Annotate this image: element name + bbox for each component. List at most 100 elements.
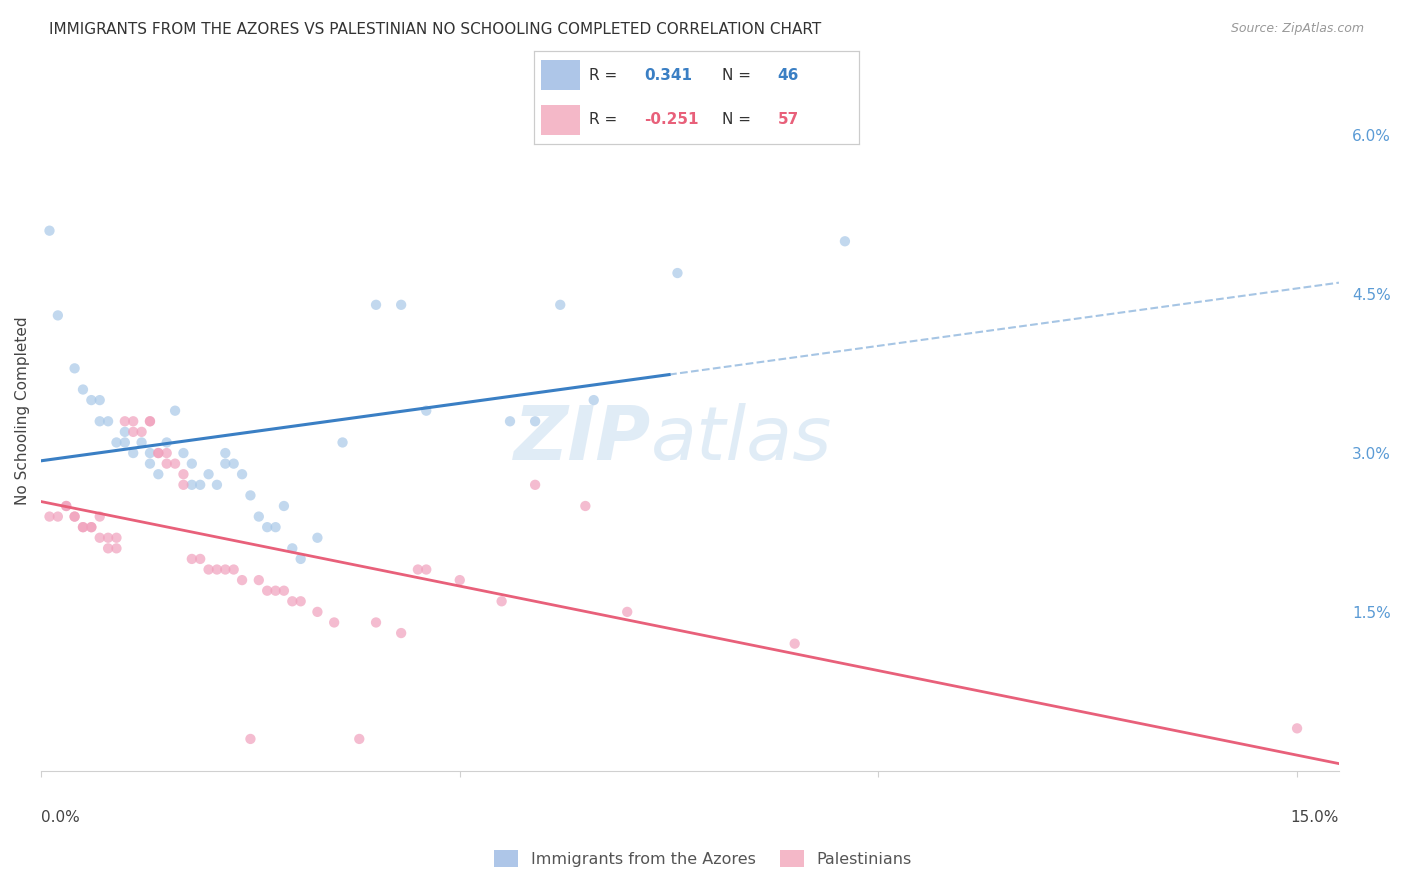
- Point: [332, 435, 354, 450]
- Point: [172, 446, 194, 460]
- Point: [307, 531, 329, 545]
- Point: [214, 562, 236, 576]
- Point: [148, 446, 170, 460]
- Point: [148, 446, 170, 460]
- Point: [105, 541, 128, 556]
- Point: [105, 531, 128, 545]
- Point: [323, 615, 346, 630]
- Point: [222, 562, 245, 576]
- Point: [205, 478, 228, 492]
- Point: [389, 626, 412, 640]
- Point: [156, 435, 179, 450]
- Point: [307, 605, 329, 619]
- Point: [139, 446, 162, 460]
- Point: [114, 425, 136, 439]
- Point: [89, 509, 111, 524]
- Point: [364, 615, 387, 630]
- Point: [616, 605, 638, 619]
- Point: [63, 509, 86, 524]
- Point: [574, 499, 596, 513]
- Point: [38, 224, 60, 238]
- Point: [122, 446, 145, 460]
- Point: [114, 435, 136, 450]
- Point: [46, 509, 69, 524]
- Text: atlas: atlas: [651, 403, 832, 475]
- Point: [131, 435, 153, 450]
- Point: [188, 552, 211, 566]
- Text: IMMIGRANTS FROM THE AZORES VS PALESTINIAN NO SCHOOLING COMPLETED CORRELATION CHA: IMMIGRANTS FROM THE AZORES VS PALESTINIA…: [49, 22, 821, 37]
- Point: [349, 731, 371, 746]
- Point: [247, 573, 270, 587]
- Point: [80, 393, 103, 408]
- Point: [524, 478, 547, 492]
- Text: 0.0%: 0.0%: [41, 810, 80, 825]
- Point: [197, 467, 219, 482]
- Y-axis label: No Schooling Completed: No Schooling Completed: [15, 317, 30, 505]
- Point: [582, 393, 605, 408]
- Point: [364, 298, 387, 312]
- Point: [122, 414, 145, 428]
- Point: [156, 457, 179, 471]
- Point: [89, 393, 111, 408]
- Point: [180, 457, 202, 471]
- Point: [80, 520, 103, 534]
- Point: [273, 499, 295, 513]
- Point: [239, 731, 262, 746]
- Point: [239, 488, 262, 502]
- Point: [114, 414, 136, 428]
- Point: [264, 520, 287, 534]
- Point: [89, 531, 111, 545]
- Point: [666, 266, 689, 280]
- Text: Source: ZipAtlas.com: Source: ZipAtlas.com: [1230, 22, 1364, 36]
- Point: [156, 446, 179, 460]
- Point: [783, 637, 806, 651]
- Point: [415, 403, 437, 417]
- Point: [499, 414, 522, 428]
- Point: [389, 298, 412, 312]
- Point: [188, 478, 211, 492]
- Point: [72, 520, 94, 534]
- Point: [80, 520, 103, 534]
- Point: [222, 457, 245, 471]
- Point: [165, 403, 187, 417]
- Point: [139, 457, 162, 471]
- Point: [139, 414, 162, 428]
- Point: [214, 446, 236, 460]
- Point: [290, 552, 312, 566]
- Point: [180, 478, 202, 492]
- Point: [491, 594, 513, 608]
- Point: [38, 509, 60, 524]
- Text: ZIP: ZIP: [513, 403, 651, 476]
- Point: [55, 499, 77, 513]
- Point: [231, 467, 253, 482]
- Point: [97, 541, 120, 556]
- Point: [46, 309, 69, 323]
- Text: 15.0%: 15.0%: [1291, 810, 1339, 825]
- Point: [97, 531, 120, 545]
- Point: [63, 509, 86, 524]
- Point: [172, 467, 194, 482]
- Point: [89, 414, 111, 428]
- Point: [256, 520, 278, 534]
- Point: [281, 541, 304, 556]
- Point: [290, 594, 312, 608]
- Legend: Immigrants from the Azores, Palestinians: Immigrants from the Azores, Palestinians: [488, 844, 918, 873]
- Point: [1286, 722, 1309, 736]
- Point: [122, 425, 145, 439]
- Point: [180, 552, 202, 566]
- Point: [524, 414, 547, 428]
- Point: [281, 594, 304, 608]
- Point: [449, 573, 471, 587]
- Point: [105, 435, 128, 450]
- Point: [406, 562, 429, 576]
- Point: [214, 457, 236, 471]
- Point: [415, 562, 437, 576]
- Point: [197, 562, 219, 576]
- Point: [205, 562, 228, 576]
- Point: [256, 583, 278, 598]
- Point: [165, 457, 187, 471]
- Point: [72, 383, 94, 397]
- Point: [63, 361, 86, 376]
- Point: [834, 234, 856, 248]
- Point: [247, 509, 270, 524]
